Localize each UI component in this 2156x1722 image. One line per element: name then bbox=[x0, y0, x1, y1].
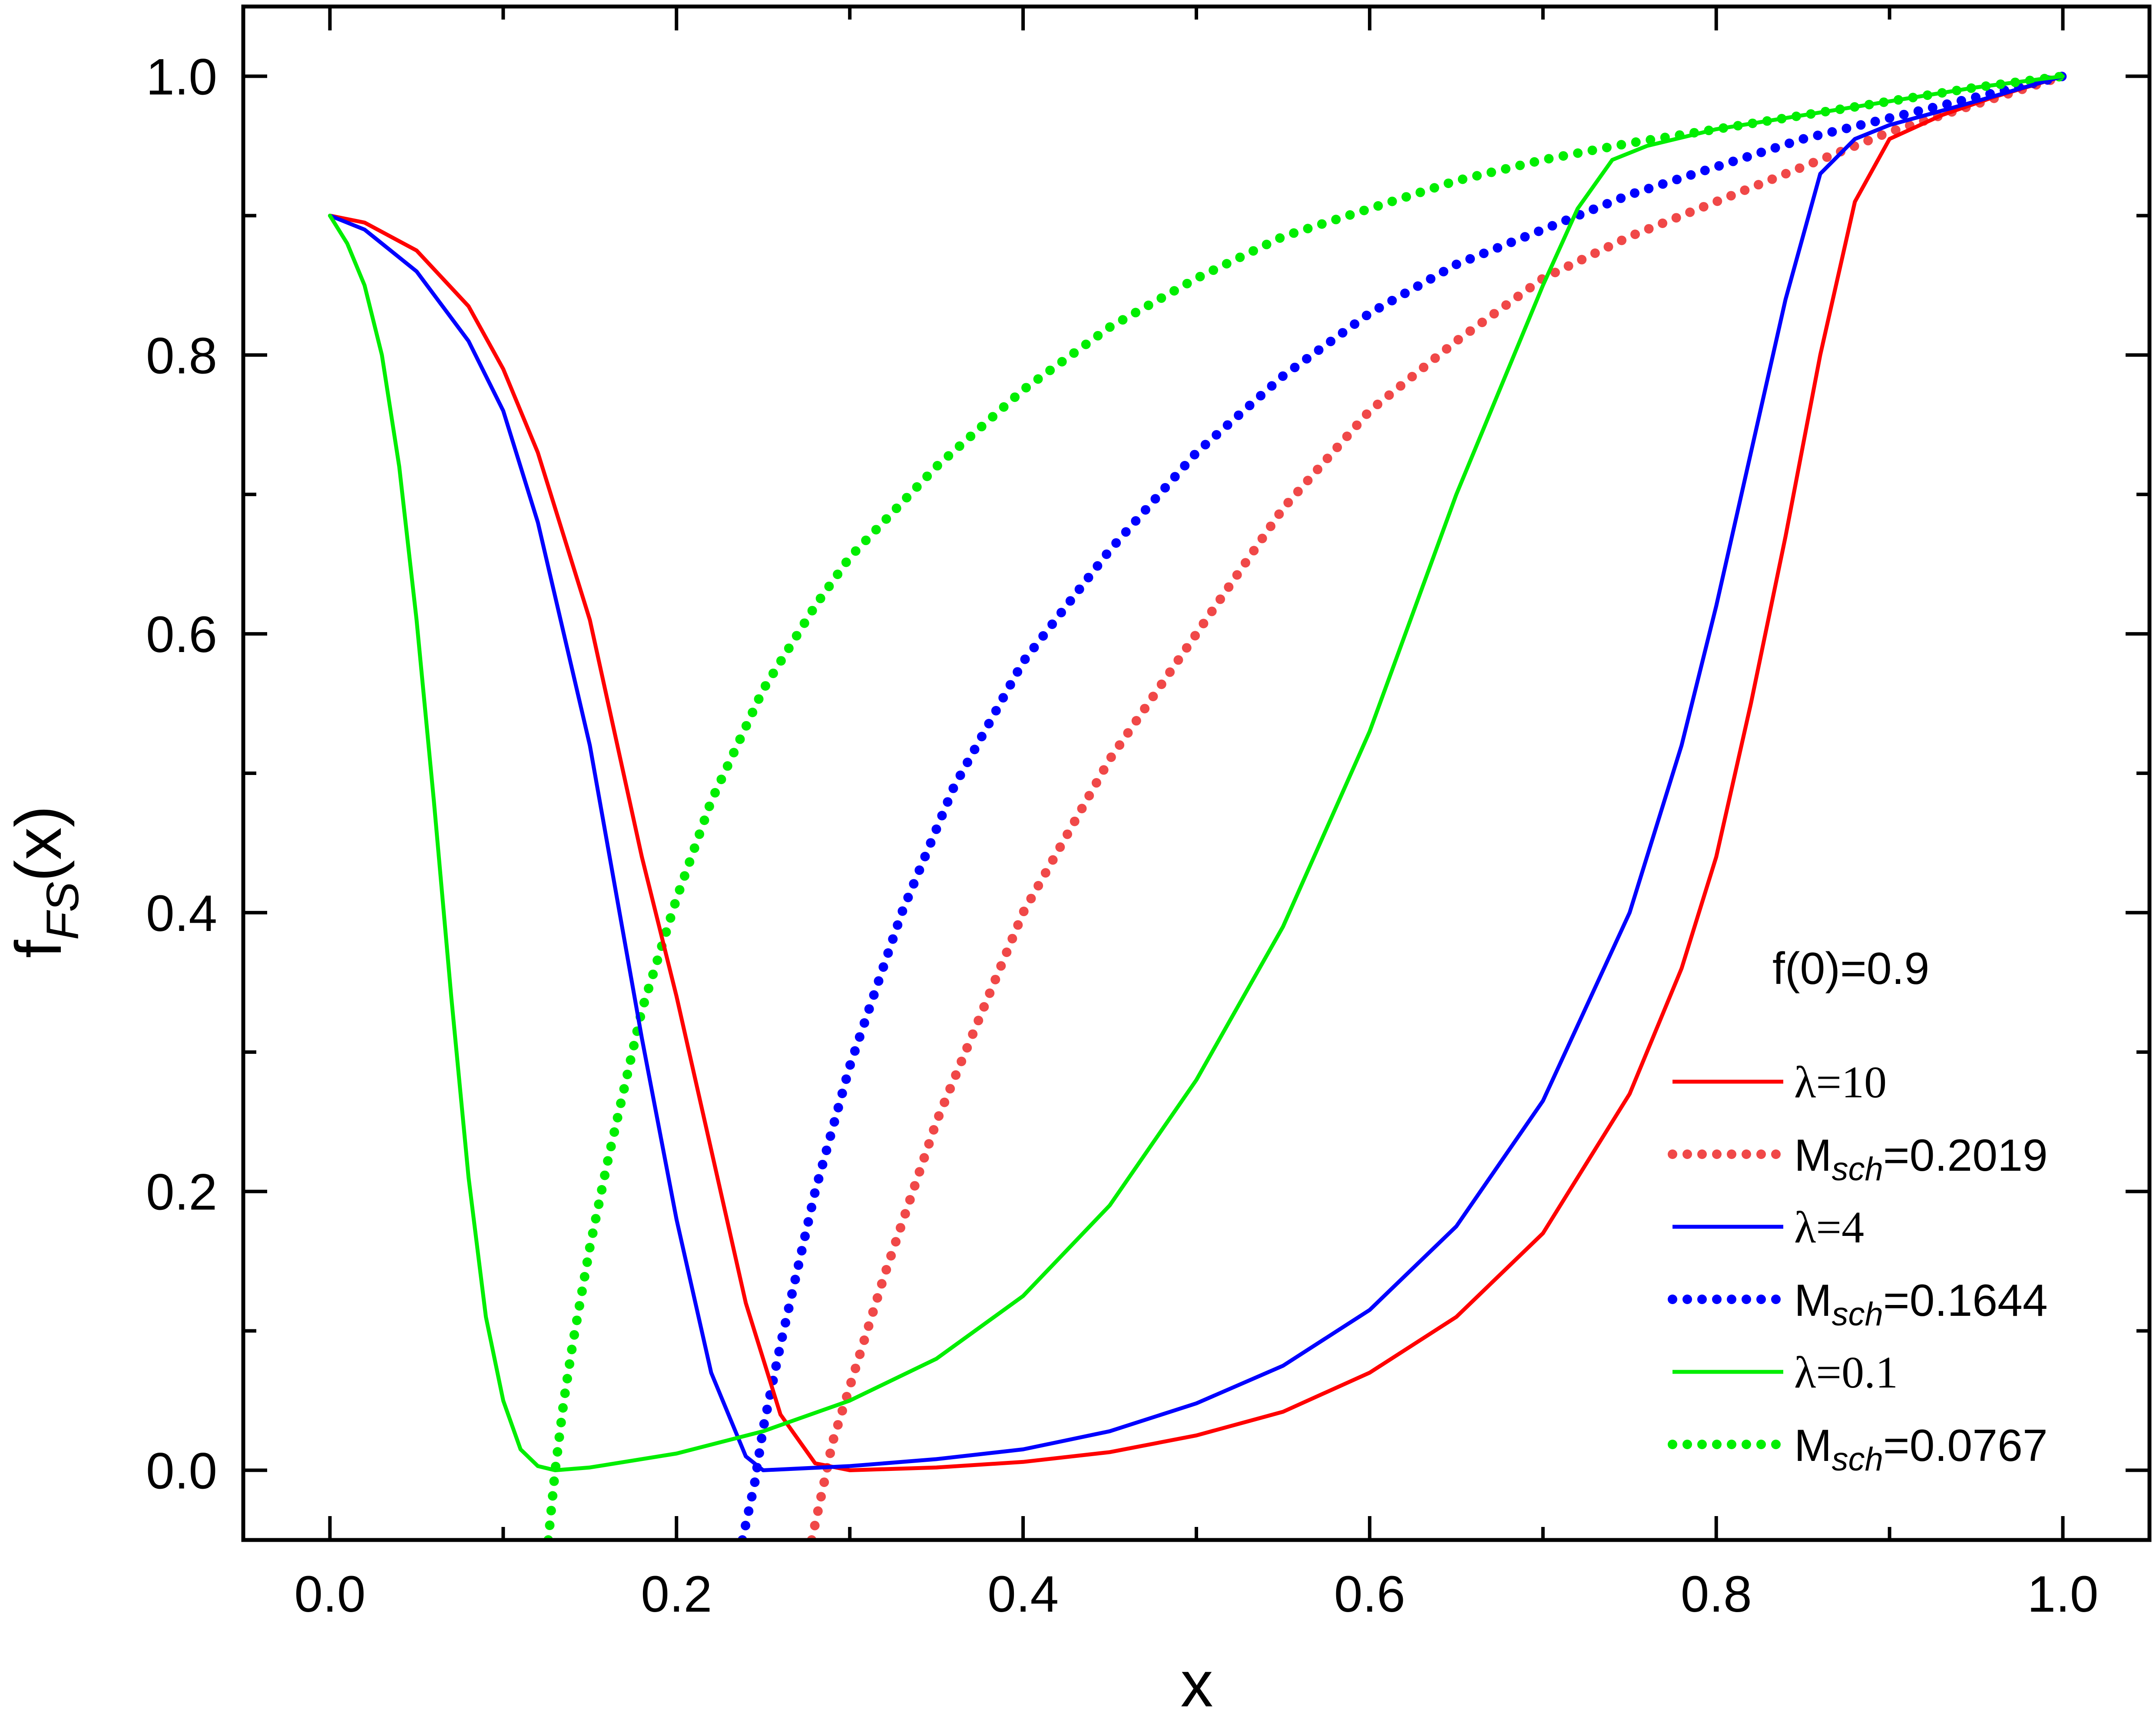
legend-label: Msch=0.2019 bbox=[1794, 1130, 2048, 1188]
legend-label: λ=10 bbox=[1794, 1057, 1887, 1107]
y-tick-label: 0.2 bbox=[146, 1164, 217, 1221]
series-line-dotted-5 bbox=[543, 71, 2068, 1540]
y-tick-label: 0.4 bbox=[146, 885, 217, 942]
x-tick-label: 0.0 bbox=[294, 1566, 365, 1623]
legend-label: Msch=0.0767 bbox=[1794, 1421, 2048, 1478]
series-layer bbox=[328, 71, 2068, 1540]
legend-label: λ=4 bbox=[1794, 1202, 1864, 1252]
svg-text:fFS(x): fFS(x) bbox=[2, 806, 88, 958]
y-tick-label: 1.0 bbox=[146, 48, 217, 106]
y-axis-label: fFS(x) bbox=[2, 806, 88, 958]
legend-label: Msch=0.1644 bbox=[1794, 1275, 2048, 1333]
tick-label-layer: 0.0 0.2 0.4 0.6 0.8 1.0 0.0 0.2 0.4 0.6 0.8 1.0 bbox=[146, 48, 2099, 1623]
plot-frame bbox=[241, 4, 2152, 1542]
legend-label: λ=0.1 bbox=[1794, 1348, 1898, 1397]
y-tick-label: 0.8 bbox=[146, 327, 217, 384]
y-axis-label-tail: (x) bbox=[2, 806, 75, 882]
series-line-solid-0 bbox=[328, 74, 2065, 1472]
series-line-solid-4 bbox=[328, 74, 2065, 1472]
ticks-layer bbox=[243, 7, 2149, 1540]
series-line-dotted-1 bbox=[807, 71, 2068, 1540]
x-tick-label: 0.8 bbox=[1681, 1566, 1752, 1623]
series-line-solid-2 bbox=[328, 74, 2065, 1472]
x-tick-label: 0.2 bbox=[641, 1566, 712, 1623]
x-tick-label: 0.4 bbox=[987, 1566, 1059, 1623]
y-tick-label: 0.0 bbox=[146, 1443, 217, 1500]
series-line-dotted-3 bbox=[737, 71, 2068, 1540]
annotation-f0: f(0)=0.9 bbox=[1772, 944, 1929, 994]
legend: λ=10 Msch=0.2019 λ=4 Msch=0.1644 λ=0.1 Msch=0… bbox=[1668, 1057, 2048, 1478]
y-axis-label-main: f bbox=[2, 940, 75, 958]
x-tick-label: 1.0 bbox=[2027, 1566, 2099, 1623]
x-tick-label: 0.6 bbox=[1334, 1566, 1405, 1623]
x-axis-label: x bbox=[1181, 1647, 1213, 1720]
y-tick-label: 0.6 bbox=[146, 606, 217, 663]
y-axis-label-sub: FS bbox=[37, 882, 88, 940]
